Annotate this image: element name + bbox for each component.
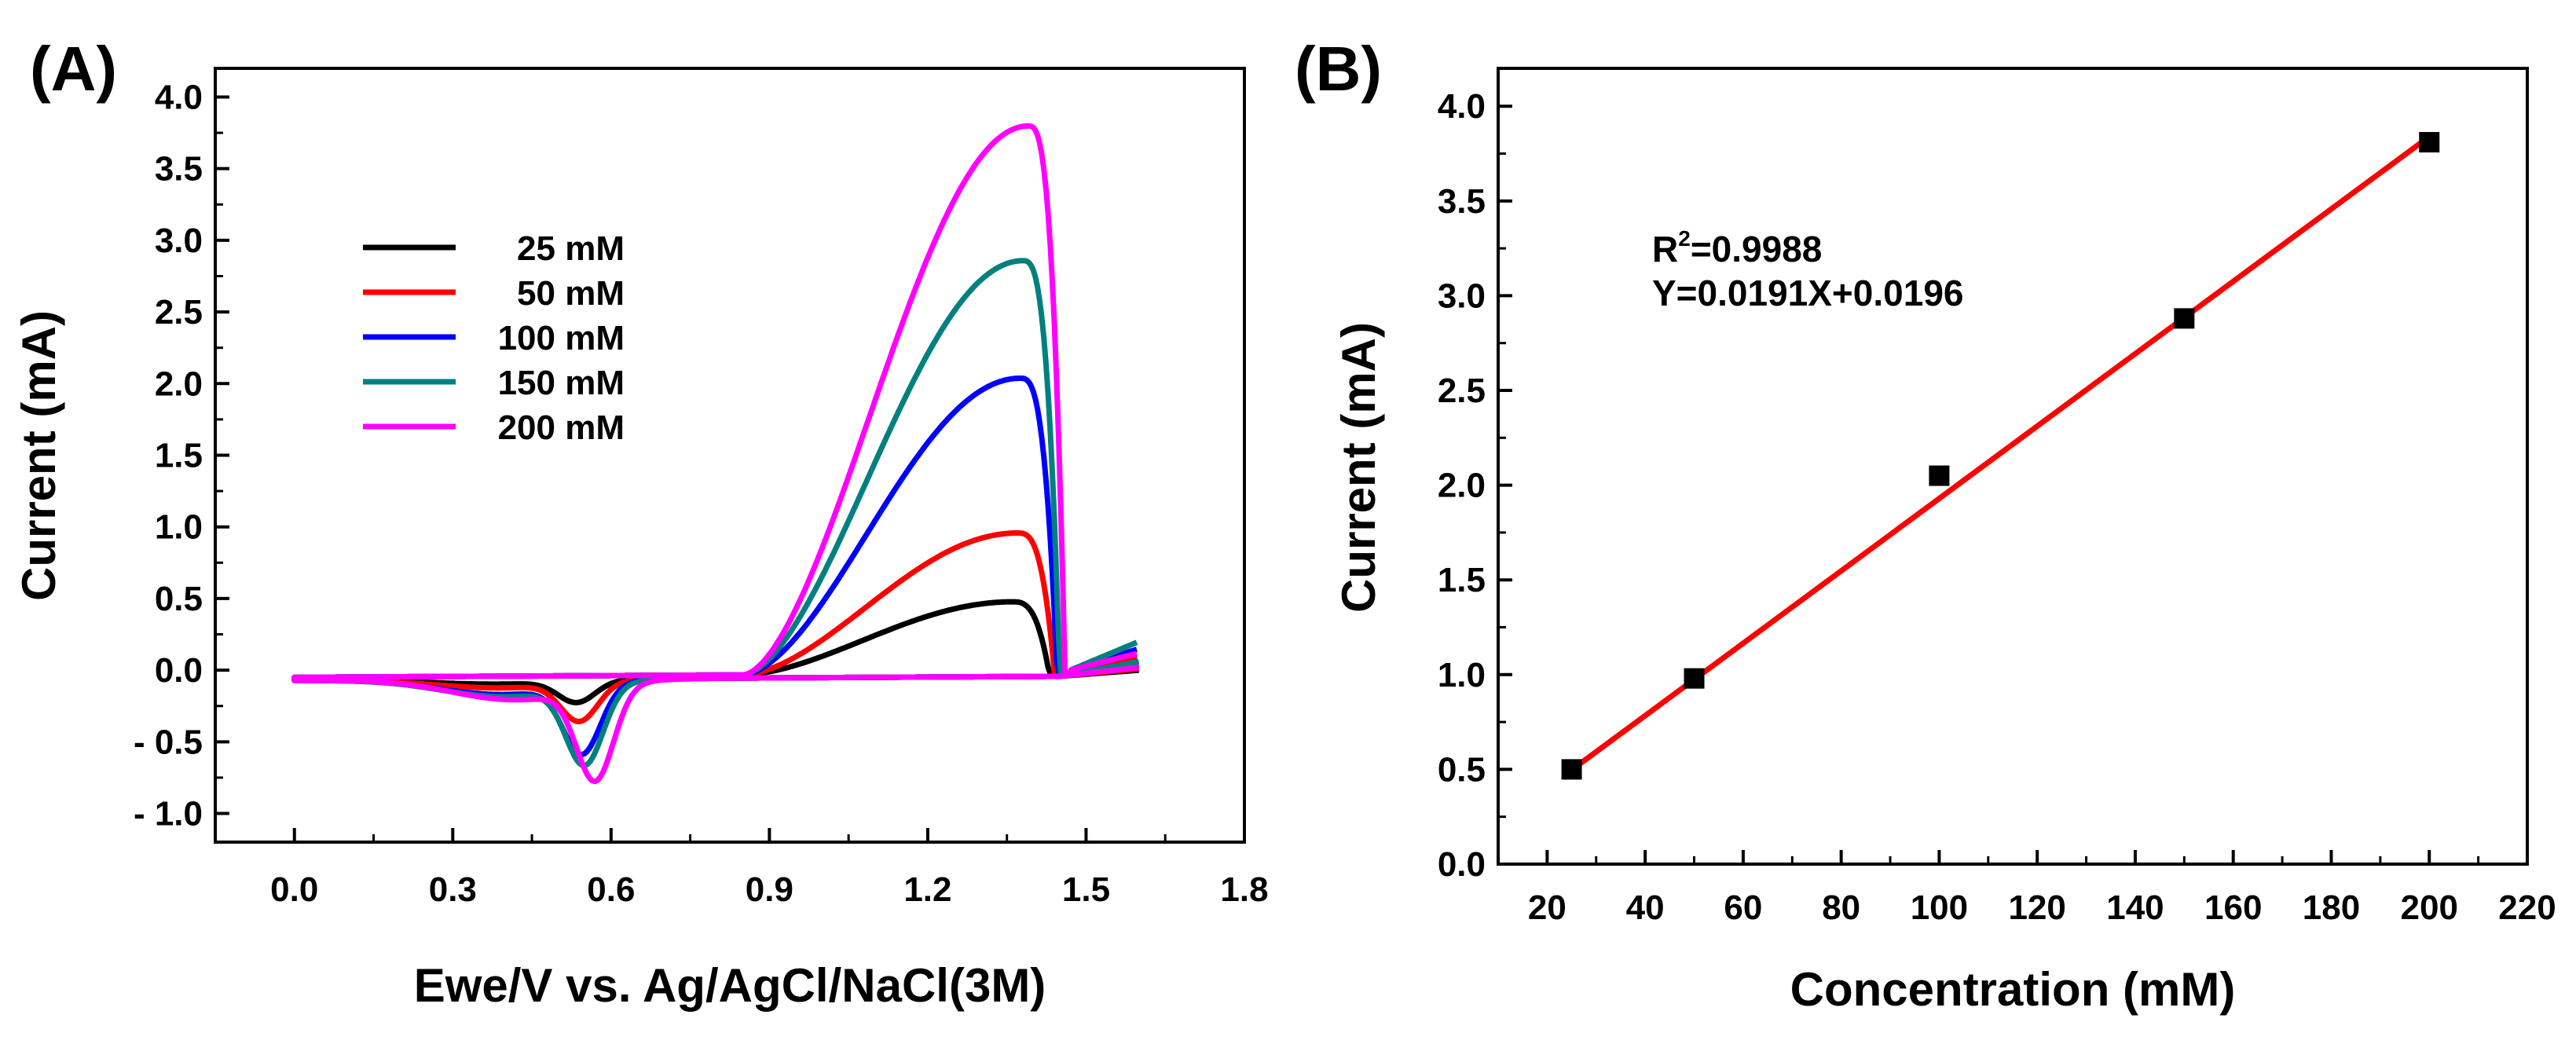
a-y-tick-label: 1.5: [155, 437, 203, 475]
a-x-tick-label: 0.9: [746, 870, 793, 909]
a-y-tick-label: 4.0: [155, 78, 203, 116]
panel-a-ticks: [214, 95, 1246, 842]
linear-fit-line: [1570, 134, 2431, 772]
b-y-tick-label: 0.5: [1438, 750, 1486, 789]
panel-b: (B) 0.0 0.5 1.0 1.5 2.0 2.5 3.0 3.5 4.0 20 40 60 80…: [1295, 34, 2556, 1016]
a-x-tick-label: 0.3: [429, 870, 477, 909]
a-y-tick-label: 2.0: [155, 364, 203, 403]
b-x-tick-label: 180: [2303, 888, 2360, 927]
b-y-tick-label: 1.5: [1438, 561, 1486, 599]
legend-label: 50 mM: [517, 274, 625, 313]
r-squared-prefix: R: [1652, 229, 1678, 269]
b-x-tick-label: 160: [2204, 888, 2262, 927]
b-y-tick-label: 4.0: [1438, 87, 1486, 126]
a-y-tick-label: 0.0: [155, 651, 203, 690]
a-y-tick-label: 0.5: [155, 580, 203, 618]
b-y-tick-label: 2.5: [1438, 372, 1486, 410]
panel-a-y-axis-title: Current (mA): [13, 310, 65, 601]
a-x-tick-label: 1.8: [1220, 870, 1268, 909]
a-y-tick-label: - 0.5: [134, 723, 203, 761]
panel-b-points: [1561, 132, 2440, 780]
legend-label: 100 mM: [498, 319, 625, 357]
a-y-tick-label: - 1.0: [134, 795, 203, 833]
a-y-tick-label: 2.5: [155, 293, 203, 332]
panel-b-ticks: [1497, 104, 2529, 866]
panel-a-series: [291, 123, 1140, 785]
panel-b-x-tick-labels: 20 40 60 80 100 120 140 160 180 200 220: [1528, 888, 2556, 927]
legend-label: 25 mM: [517, 229, 625, 268]
panel-a-y-tick-labels: 4.0 3.5 3.0 2.5 2.0 1.5 1.0 0.5 0.0 - 0.5 - 1.0: [134, 78, 203, 833]
r-squared-value: =0.9988: [1691, 229, 1823, 269]
data-point: [1684, 668, 1705, 689]
panel-a-legend: 25 mM 50 mM 100 mM 150 mM 200 mM: [363, 229, 625, 447]
a-y-tick-label: 3.5: [155, 150, 203, 189]
b-y-tick-label: 2.0: [1438, 467, 1486, 505]
cv-curve-50-mm: [291, 530, 1139, 724]
fit-equation: Y=0.0191X+0.0196: [1652, 273, 1963, 313]
panel-b-label: (B): [1295, 34, 1382, 104]
b-x-tick-label: 80: [1822, 888, 1860, 927]
a-x-tick-label: 0.0: [270, 870, 318, 909]
b-x-tick-label: 40: [1626, 888, 1665, 927]
b-x-tick-label: 140: [2106, 888, 2164, 927]
a-x-tick-label: 1.5: [1062, 870, 1110, 909]
cv-curve-200-mm: [291, 123, 1139, 785]
legend-label: 200 mM: [498, 408, 625, 447]
a-y-tick-label: 3.0: [155, 222, 203, 260]
b-y-tick-label: 0.0: [1438, 845, 1486, 884]
b-x-tick-label: 200: [2401, 888, 2458, 927]
data-point: [1561, 759, 1582, 780]
b-y-tick-label: 3.0: [1438, 277, 1486, 315]
panel-a: (A) 4.0 3.5 3.0 2.5 2.0 1.5 1.0 0.5 0.0 - 0.5 - 1.…: [13, 34, 1269, 1012]
panel-b-x-axis-title: Concentration (mM): [1790, 963, 2236, 1016]
a-y-tick-label: 1.0: [155, 508, 203, 547]
data-point: [2419, 132, 2440, 153]
a-x-tick-label: 0.6: [587, 870, 635, 909]
data-point: [1929, 465, 1950, 486]
b-x-tick-label: 20: [1528, 888, 1566, 927]
panel-b-y-tick-labels: 0.0 0.5 1.0 1.5 2.0 2.5 3.0 3.5 4.0: [1438, 87, 1486, 884]
panel-b-plot-frame: [1497, 67, 2529, 866]
a-x-tick-label: 1.2: [903, 870, 951, 909]
panel-a-x-tick-labels: 0.0 0.3 0.6 0.9 1.2 1.5 1.8: [270, 870, 1268, 909]
b-x-tick-label: 220: [2498, 888, 2556, 927]
r-squared-text: R2=0.9988: [1652, 226, 1822, 269]
panel-b-annotation: R2=0.9988 Y=0.0191X+0.0196: [1652, 226, 1963, 313]
b-x-tick-label: 120: [2008, 888, 2065, 927]
panel-b-y-axis-title: Current (mA): [1332, 322, 1385, 613]
b-x-tick-label: 60: [1724, 888, 1762, 927]
cv-curve-100-mm: [291, 375, 1140, 758]
panel-a-x-axis-title: Ewe/V vs. Ag/AgCl/NaCl(3M): [414, 959, 1046, 1012]
b-y-tick-label: 1.0: [1438, 656, 1486, 694]
panel-a-plot-frame: [214, 67, 1246, 844]
panel-b-fit: [1570, 134, 2431, 772]
r-squared-superscript: 2: [1678, 226, 1691, 251]
b-x-tick-label: 100: [1911, 888, 1968, 927]
panel-a-label: (A): [30, 34, 117, 104]
data-point: [2174, 308, 2195, 329]
b-y-tick-label: 3.5: [1438, 182, 1486, 221]
legend-label: 150 mM: [498, 364, 625, 402]
